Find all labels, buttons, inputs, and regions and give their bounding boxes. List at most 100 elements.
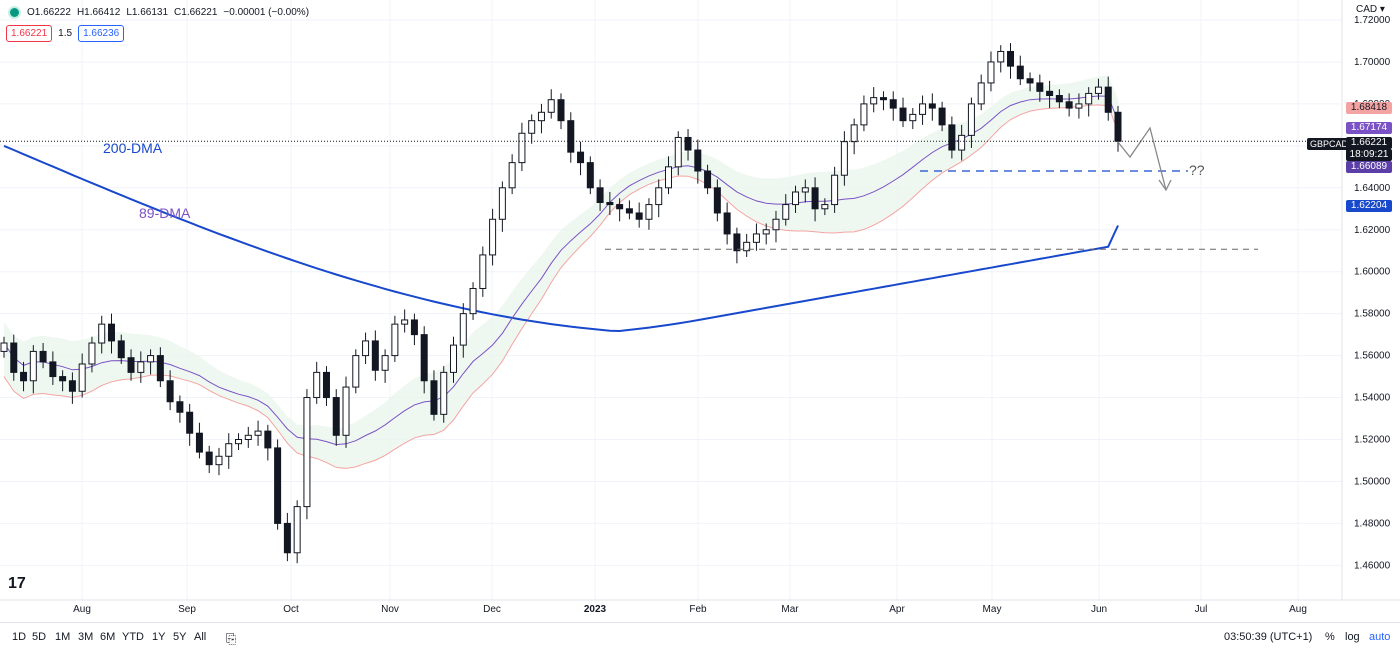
candle-body xyxy=(596,187,604,203)
time-tick-label: Aug xyxy=(73,604,91,615)
projection-path xyxy=(1117,126,1167,191)
range-5d-button[interactable]: 5D xyxy=(32,631,47,643)
time-tick-label: Apr xyxy=(889,604,905,615)
dma89-annotation: 89-DMA xyxy=(139,205,191,221)
candle-body xyxy=(860,103,868,126)
candle-body xyxy=(127,357,135,373)
symbol-tag: GBPCAD xyxy=(1307,138,1352,150)
svg-text:17: 17 xyxy=(8,575,26,592)
countdown-tag: 18:09:21 xyxy=(1346,149,1392,161)
candle-body xyxy=(107,323,115,342)
time-tick-label: May xyxy=(983,604,1002,615)
low-value: L1.66131 xyxy=(126,7,169,18)
candle-body xyxy=(801,187,809,193)
candle-body xyxy=(850,124,858,143)
candle-body xyxy=(733,233,741,252)
price-tick-label: 1.58000 xyxy=(1354,309,1391,320)
range-1m-button[interactable]: 1M xyxy=(55,631,71,643)
candle-body xyxy=(489,218,497,256)
candle-body xyxy=(215,455,223,466)
candle-body xyxy=(479,254,487,289)
candle-body xyxy=(772,218,780,231)
sell-button[interactable]: 1.66221 xyxy=(6,25,53,42)
candle-body xyxy=(821,204,829,210)
candle-body xyxy=(469,287,477,315)
candle-body xyxy=(870,97,878,105)
candle-body xyxy=(20,371,28,382)
candle-body xyxy=(156,355,164,382)
date-range-icon[interactable]: ⎘ xyxy=(226,631,237,646)
candles xyxy=(0,43,1122,564)
candle-body xyxy=(567,120,575,153)
change-value: −0.00001 (−0.00%) xyxy=(223,7,310,18)
range-6m-button[interactable]: 6M xyxy=(100,631,116,643)
price-chart[interactable]: 1.46000 1.48000 1.50000 1.52000 1.54000 1.560… xyxy=(0,0,1400,622)
candle-body xyxy=(117,340,125,359)
tradingview-logo-icon: 17 xyxy=(8,575,26,592)
candle-body xyxy=(1065,101,1073,109)
candle-body xyxy=(342,386,350,436)
candle-body xyxy=(831,174,839,206)
candle-body xyxy=(1007,50,1015,67)
percent-toggle[interactable]: % xyxy=(1325,631,1335,643)
range-1y-button[interactable]: 1Y xyxy=(152,631,166,643)
candle-body xyxy=(29,350,37,382)
time-tick-label: Mar xyxy=(781,604,799,615)
candle-body xyxy=(1104,86,1112,113)
range-5y-button[interactable]: 5Y xyxy=(173,631,187,643)
ma200-tag: 1.62204 xyxy=(1346,200,1392,212)
candle-body xyxy=(186,411,194,434)
dma200-annotation: 200-DMA xyxy=(103,140,163,156)
price-tick-label: 1.54000 xyxy=(1354,393,1391,404)
time-axis: Aug Sep Oct Nov Dec 2023 Feb Mar Apr May Jun Jul Aug xyxy=(0,599,1400,615)
kumo-bottom-tag: 1.66089 xyxy=(1346,161,1392,173)
range-all-button[interactable]: All xyxy=(194,631,207,643)
candle-body xyxy=(586,162,594,189)
candle-body xyxy=(39,350,47,363)
candle-body xyxy=(625,208,633,214)
range-1d-button[interactable]: 1D xyxy=(12,631,27,643)
candle-body xyxy=(664,166,672,189)
cloud-area xyxy=(4,75,1118,469)
candle-body xyxy=(410,319,418,336)
candle-body xyxy=(1085,92,1093,105)
candle-body xyxy=(450,344,458,373)
candle-body xyxy=(98,323,106,344)
candle-body xyxy=(743,241,751,252)
cloud-lower-line xyxy=(3,104,1119,469)
candle-body xyxy=(0,342,8,352)
range-ytd-button[interactable]: YTD xyxy=(122,631,144,643)
ma200-line xyxy=(3,144,1119,333)
time-tick-label: Nov xyxy=(381,604,399,615)
price-tick-label: 1.56000 xyxy=(1354,351,1391,362)
kumo-top-tag: 1.68418 xyxy=(1346,102,1392,114)
buy-button[interactable]: 1.66236 xyxy=(78,25,125,42)
candle-body xyxy=(840,141,848,176)
bottom-toolbar: 1D 5D 1M 3M 6M YTD 1Y 5Y All ⎘ 03:50:39 … xyxy=(0,622,1400,652)
currency-dropdown[interactable]: CAD ▾ xyxy=(1356,4,1385,15)
log-toggle[interactable]: log xyxy=(1345,631,1360,643)
candle-body xyxy=(879,97,887,101)
candle-body xyxy=(498,187,506,220)
candle-body xyxy=(557,99,565,122)
candle-body xyxy=(752,233,760,243)
candle-body xyxy=(332,397,340,436)
auto-toggle[interactable]: auto xyxy=(1369,631,1391,643)
candle-body xyxy=(362,340,370,357)
candle-body xyxy=(88,342,96,365)
clock[interactable]: 03:50:39 (UTC+1) xyxy=(1224,631,1313,643)
candle-body xyxy=(322,371,330,399)
range-3m-button[interactable]: 3M xyxy=(78,631,94,643)
currency-label: CAD xyxy=(1356,4,1378,15)
candle-body xyxy=(645,204,653,220)
candle-body xyxy=(430,380,438,415)
drawings xyxy=(0,126,1342,250)
candle-body xyxy=(1036,82,1044,92)
candle-body xyxy=(713,187,721,214)
price-tick-label: 1.70000 xyxy=(1354,57,1391,68)
candle-body xyxy=(381,355,389,371)
ma89-line xyxy=(3,95,1119,446)
candle-body xyxy=(635,212,643,220)
candle-body xyxy=(49,361,57,378)
time-tick-label: Sep xyxy=(178,604,196,615)
